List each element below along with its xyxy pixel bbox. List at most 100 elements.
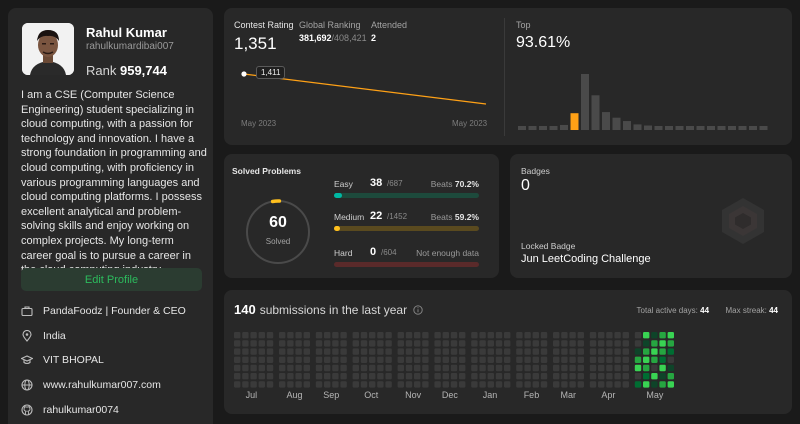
heatmap-day-cell[interactable]: [397, 340, 404, 347]
heatmap-day-cell[interactable]: [643, 373, 650, 380]
heatmap-day-cell[interactable]: [324, 332, 331, 339]
heatmap-day-cell[interactable]: [266, 340, 274, 347]
heatmap-day-cell[interactable]: [295, 356, 302, 363]
heatmap-day-cell[interactable]: [450, 381, 458, 388]
heatmap-day-cell[interactable]: [450, 373, 458, 380]
heatmap-day-cell[interactable]: [250, 356, 257, 363]
heatmap-day-cell[interactable]: [450, 356, 458, 363]
heatmap-day-cell[interactable]: [266, 373, 274, 380]
avatar[interactable]: [22, 23, 74, 75]
heatmap-day-cell[interactable]: [434, 373, 441, 380]
heatmap-day-cell[interactable]: [352, 364, 359, 372]
heatmap-day-cell[interactable]: [540, 356, 548, 363]
heatmap-day-cell[interactable]: [504, 373, 511, 380]
heatmap-day-cell[interactable]: [332, 381, 339, 388]
heatmap-day-cell[interactable]: [504, 364, 511, 372]
heatmap-day-cell[interactable]: [667, 348, 674, 355]
heatmap-day-cell[interactable]: [369, 373, 376, 380]
heatmap-day-cell[interactable]: [504, 356, 511, 363]
heatmap-day-cell[interactable]: [459, 348, 466, 355]
heatmap-day-cell[interactable]: [553, 364, 560, 372]
heatmap-day-cell[interactable]: [332, 348, 339, 355]
heatmap-day-cell[interactable]: [643, 332, 650, 339]
heatmap-day-cell[interactable]: [295, 332, 302, 339]
heatmap-day-cell[interactable]: [434, 381, 441, 388]
heatmap-day-cell[interactable]: [442, 356, 449, 363]
heatmap-day-cell[interactable]: [385, 332, 392, 339]
heatmap-day-cell[interactable]: [577, 332, 584, 339]
heatmap-day-cell[interactable]: [352, 340, 359, 347]
heatmap-day-cell[interactable]: [459, 381, 466, 388]
heatmap-day-cell[interactable]: [516, 356, 523, 363]
heatmap-day-cell[interactable]: [258, 364, 265, 372]
heatmap-day-cell[interactable]: [414, 348, 421, 355]
heatmap-day-cell[interactable]: [614, 348, 621, 355]
heatmap-day-cell[interactable]: [659, 356, 666, 363]
heatmap-day-cell[interactable]: [532, 348, 539, 355]
website-link[interactable]: www.rahulkumar007.com: [43, 379, 161, 391]
heatmap-day-cell[interactable]: [487, 364, 494, 372]
heatmap-day-cell[interactable]: [377, 356, 384, 363]
heatmap-day-cell[interactable]: [442, 332, 449, 339]
heatmap-day-cell[interactable]: [598, 340, 605, 347]
heatmap-day-cell[interactable]: [504, 332, 511, 339]
heatmap-day-cell[interactable]: [459, 364, 466, 372]
heatmap-day-cell[interactable]: [561, 373, 568, 380]
heatmap-day-cell[interactable]: [622, 340, 629, 347]
heatmap-day-cell[interactable]: [479, 364, 486, 372]
heatmap-day-cell[interactable]: [405, 340, 413, 347]
heatmap-day-cell[interactable]: [315, 332, 323, 339]
heatmap-day-cell[interactable]: [303, 381, 310, 388]
heatmap-day-cell[interactable]: [667, 364, 674, 372]
heatmap-day-cell[interactable]: [422, 356, 429, 363]
heatmap-day-cell[interactable]: [553, 332, 560, 339]
heatmap-day-cell[interactable]: [385, 348, 392, 355]
heatmap-day-cell[interactable]: [295, 364, 302, 372]
heatmap-day-cell[interactable]: [487, 348, 494, 355]
heatmap-day-cell[interactable]: [634, 340, 642, 347]
heatmap-day-cell[interactable]: [242, 364, 249, 372]
heatmap-day-cell[interactable]: [495, 332, 503, 339]
heatmap-day-cell[interactable]: [303, 373, 310, 380]
heatmap-day-cell[interactable]: [315, 381, 323, 388]
heatmap-day-cell[interactable]: [487, 373, 494, 380]
heatmap-day-cell[interactable]: [315, 364, 323, 372]
heatmap-day-cell[interactable]: [589, 348, 597, 355]
heatmap-day-cell[interactable]: [340, 356, 347, 363]
heatmap-day-cell[interactable]: [667, 332, 674, 339]
heatmap-day-cell[interactable]: [360, 356, 368, 363]
heatmap-day-cell[interactable]: [589, 332, 597, 339]
heatmap-day-cell[interactable]: [242, 373, 249, 380]
heatmap-day-cell[interactable]: [524, 364, 531, 372]
heatmap-day-cell[interactable]: [459, 340, 466, 347]
heatmap-day-cell[interactable]: [561, 364, 568, 372]
heatmap-day-cell[interactable]: [287, 381, 294, 388]
heatmap-day-cell[interactable]: [369, 364, 376, 372]
rating-line-chart[interactable]: [224, 58, 494, 138]
heatmap-day-cell[interactable]: [540, 381, 548, 388]
heatmap-day-cell[interactable]: [360, 340, 368, 347]
heatmap-day-cell[interactable]: [234, 332, 241, 339]
heatmap-day-cell[interactable]: [250, 340, 257, 347]
heatmap-day-cell[interactable]: [405, 373, 413, 380]
heatmap-day-cell[interactable]: [614, 364, 621, 372]
heatmap-day-cell[interactable]: [659, 340, 666, 347]
heatmap-day-cell[interactable]: [422, 348, 429, 355]
heatmap-day-cell[interactable]: [643, 356, 650, 363]
heatmap-day-cell[interactable]: [589, 373, 597, 380]
heatmap-day-cell[interactable]: [598, 381, 605, 388]
heatmap-day-cell[interactable]: [442, 348, 449, 355]
heatmap-day-cell[interactable]: [471, 356, 478, 363]
heatmap-day-cell[interactable]: [377, 332, 384, 339]
heatmap-day-cell[interactable]: [532, 332, 539, 339]
heatmap-day-cell[interactable]: [250, 364, 257, 372]
heatmap-day-cell[interactable]: [405, 356, 413, 363]
heatmap-day-cell[interactable]: [569, 364, 576, 372]
heatmap-day-cell[interactable]: [479, 340, 486, 347]
heatmap-day-cell[interactable]: [377, 340, 384, 347]
heatmap-day-cell[interactable]: [622, 348, 629, 355]
submission-heatmap[interactable]: [234, 332, 784, 388]
heatmap-day-cell[interactable]: [258, 332, 265, 339]
heatmap-day-cell[interactable]: [434, 340, 441, 347]
heatmap-day-cell[interactable]: [659, 373, 666, 380]
